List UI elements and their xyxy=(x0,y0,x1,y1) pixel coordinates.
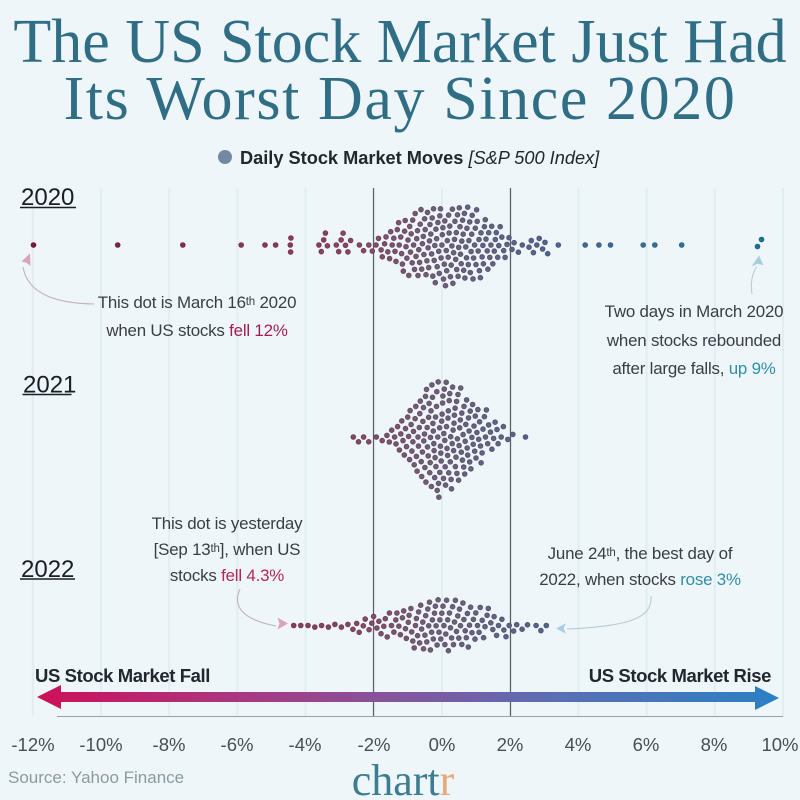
svg-text:-8%: -8% xyxy=(153,734,186,755)
svg-text:0%: 0% xyxy=(429,734,456,755)
svg-text:10%: 10% xyxy=(761,734,798,755)
svg-text:Source: Yahoo Finance: Source: Yahoo Finance xyxy=(8,768,184,787)
svg-text:-2%: -2% xyxy=(358,734,391,755)
svg-text:Daily Stock Market Moves [S&P: Daily Stock Market Moves [S&P 500 Index] xyxy=(240,148,600,168)
svg-text:The US Stock Market Just Had: The US Stock Market Just Had xyxy=(13,8,786,76)
svg-text:US Stock Market Rise: US Stock Market Rise xyxy=(589,665,771,686)
svg-text:after large falls, up 9%: after large falls, up 9% xyxy=(612,359,775,378)
svg-text:June 24th, the best day of: June 24th, the best day of xyxy=(548,544,733,563)
svg-text:4%: 4% xyxy=(565,734,592,755)
svg-text:when US stocks fell 12%: when US stocks fell 12% xyxy=(105,321,287,340)
svg-text:[Sep 13th], when US: [Sep 13th], when US xyxy=(154,540,301,559)
svg-text:6%: 6% xyxy=(633,734,660,755)
svg-text:US Stock Market Fall: US Stock Market Fall xyxy=(35,665,210,686)
svg-text:Two days in March 2020: Two days in March 2020 xyxy=(605,302,784,321)
svg-text:2%: 2% xyxy=(497,734,524,755)
svg-text:-10%: -10% xyxy=(79,734,122,755)
svg-text:This dot is March 16th 2020: This dot is March 16th 2020 xyxy=(98,293,297,312)
svg-text:8%: 8% xyxy=(701,734,728,755)
svg-text:This dot is yesterday: This dot is yesterday xyxy=(152,514,303,533)
svg-text:-6%: -6% xyxy=(221,734,254,755)
svg-text:-4%: -4% xyxy=(289,734,322,755)
svg-text:when stocks rebounded: when stocks rebounded xyxy=(606,331,781,350)
svg-text:-12%: -12% xyxy=(11,734,54,755)
svg-text:stocks fell 4.3%: stocks fell 4.3% xyxy=(170,566,284,585)
svg-text:Its Worst Day Since 2020: Its Worst Day Since 2020 xyxy=(64,65,737,133)
svg-text:chartr: chartr xyxy=(352,756,455,800)
svg-text:2020: 2020 xyxy=(21,184,74,211)
svg-text:2022, when stocks rose 3%: 2022, when stocks rose 3% xyxy=(539,570,741,589)
